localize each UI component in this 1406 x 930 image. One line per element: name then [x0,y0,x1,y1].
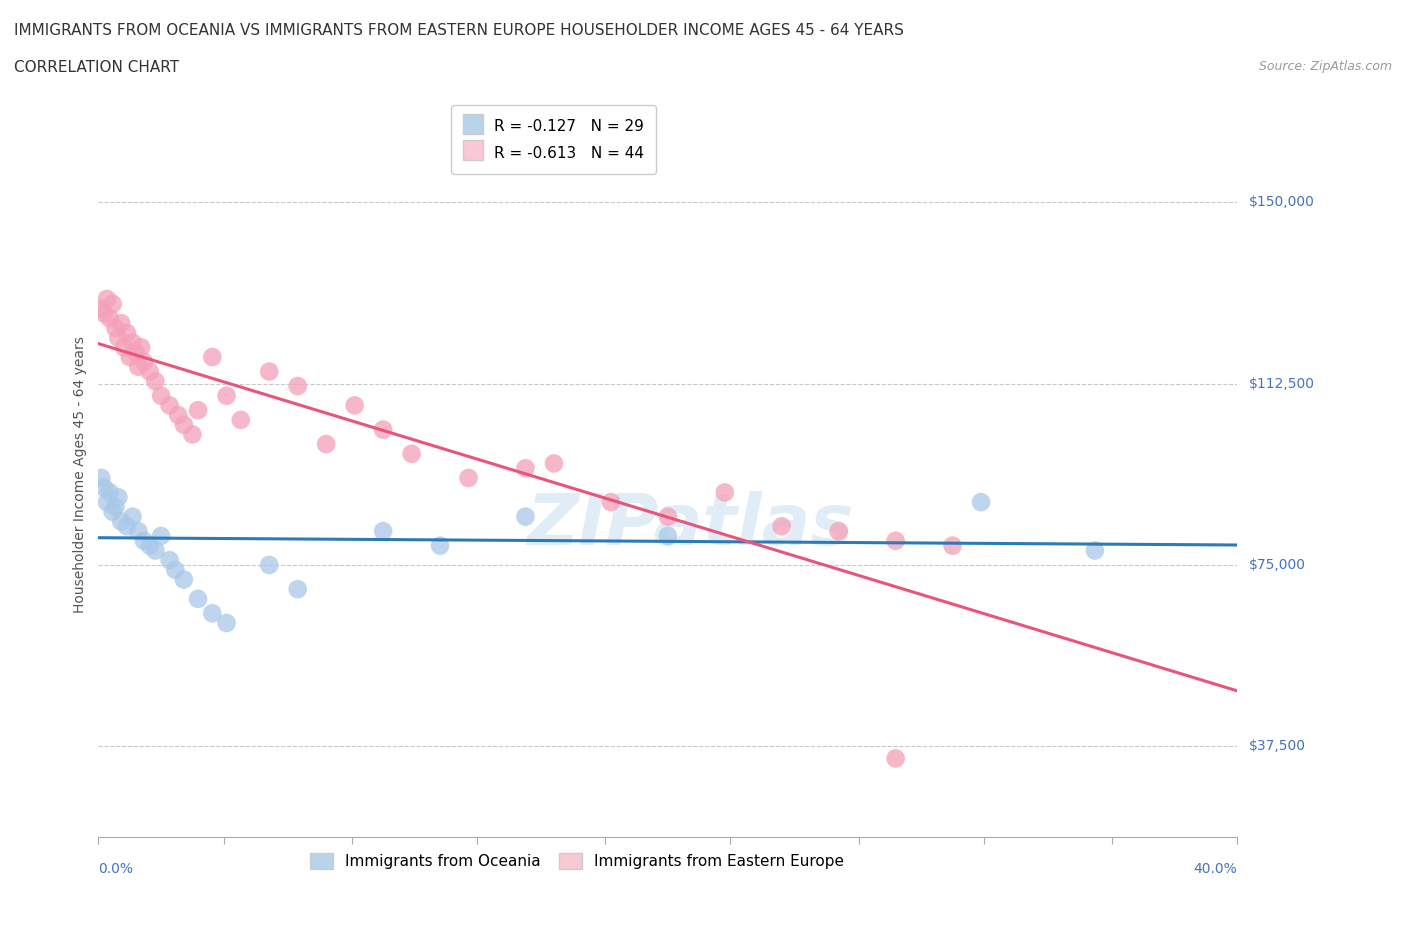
Text: ZIPatlas: ZIPatlas [527,491,855,560]
Point [173,572,195,587]
Point [543,456,565,471]
Point [115,519,138,534]
Point [138,538,160,553]
Point [187,403,209,418]
Point [121,335,143,350]
Point [112,340,135,355]
Point [93,480,115,495]
Text: $150,000: $150,000 [1249,195,1315,209]
Point [515,461,537,476]
Point [884,534,907,549]
Point [129,340,152,355]
Point [150,528,173,543]
Point [118,350,141,365]
Point [115,326,138,340]
Point [138,365,160,379]
Point [101,297,124,312]
Point [215,616,238,631]
Point [187,591,209,606]
Point [970,495,993,510]
Point [90,301,112,316]
Text: $75,000: $75,000 [1249,558,1305,572]
Point [132,354,155,369]
Point [315,437,337,452]
Point [343,398,366,413]
Point [110,514,132,529]
Point [828,524,851,538]
Point [98,485,121,500]
Point [401,446,423,461]
Point [259,558,281,573]
Point [229,413,252,428]
Point [93,306,115,321]
Text: $112,500: $112,500 [1249,377,1315,391]
Point [127,359,149,374]
Point [1084,543,1107,558]
Point [201,350,224,365]
Point [132,534,155,549]
Point [104,499,127,514]
Point [159,552,181,567]
Text: Source: ZipAtlas.com: Source: ZipAtlas.com [1258,60,1392,73]
Text: $37,500: $37,500 [1249,739,1305,753]
Point [159,398,181,413]
Point [107,490,129,505]
Legend: Immigrants from Oceania, Immigrants from Eastern Europe: Immigrants from Oceania, Immigrants from… [302,845,852,876]
Point [600,495,623,510]
Text: 0.0%: 0.0% [98,862,134,876]
Point [101,504,124,519]
Point [90,471,112,485]
Point [215,389,238,404]
Point [770,519,793,534]
Point [98,311,121,325]
Point [657,510,679,525]
Point [96,495,118,510]
Point [201,606,224,621]
Point [884,751,907,766]
Point [942,538,965,553]
Point [287,582,309,597]
Point [145,543,167,558]
Point [167,407,190,422]
Point [259,365,281,379]
Text: CORRELATION CHART: CORRELATION CHART [14,60,179,75]
Y-axis label: Householder Income Ages 45 - 64 years: Householder Income Ages 45 - 64 years [73,336,87,613]
Text: IMMIGRANTS FROM OCEANIA VS IMMIGRANTS FROM EASTERN EUROPE HOUSEHOLDER INCOME AGE: IMMIGRANTS FROM OCEANIA VS IMMIGRANTS FR… [14,23,904,38]
Point [107,330,129,345]
Point [515,510,537,525]
Point [127,524,149,538]
Point [429,538,451,553]
Point [121,510,143,525]
Point [181,427,204,442]
Point [373,422,395,437]
Point [287,379,309,393]
Point [714,485,737,500]
Text: 40.0%: 40.0% [1194,862,1237,876]
Point [150,389,173,404]
Point [124,345,146,360]
Point [145,374,167,389]
Point [373,524,395,538]
Point [457,471,479,485]
Point [104,321,127,336]
Point [173,418,195,432]
Point [657,528,679,543]
Point [165,563,187,578]
Point [110,316,132,331]
Point [96,292,118,307]
